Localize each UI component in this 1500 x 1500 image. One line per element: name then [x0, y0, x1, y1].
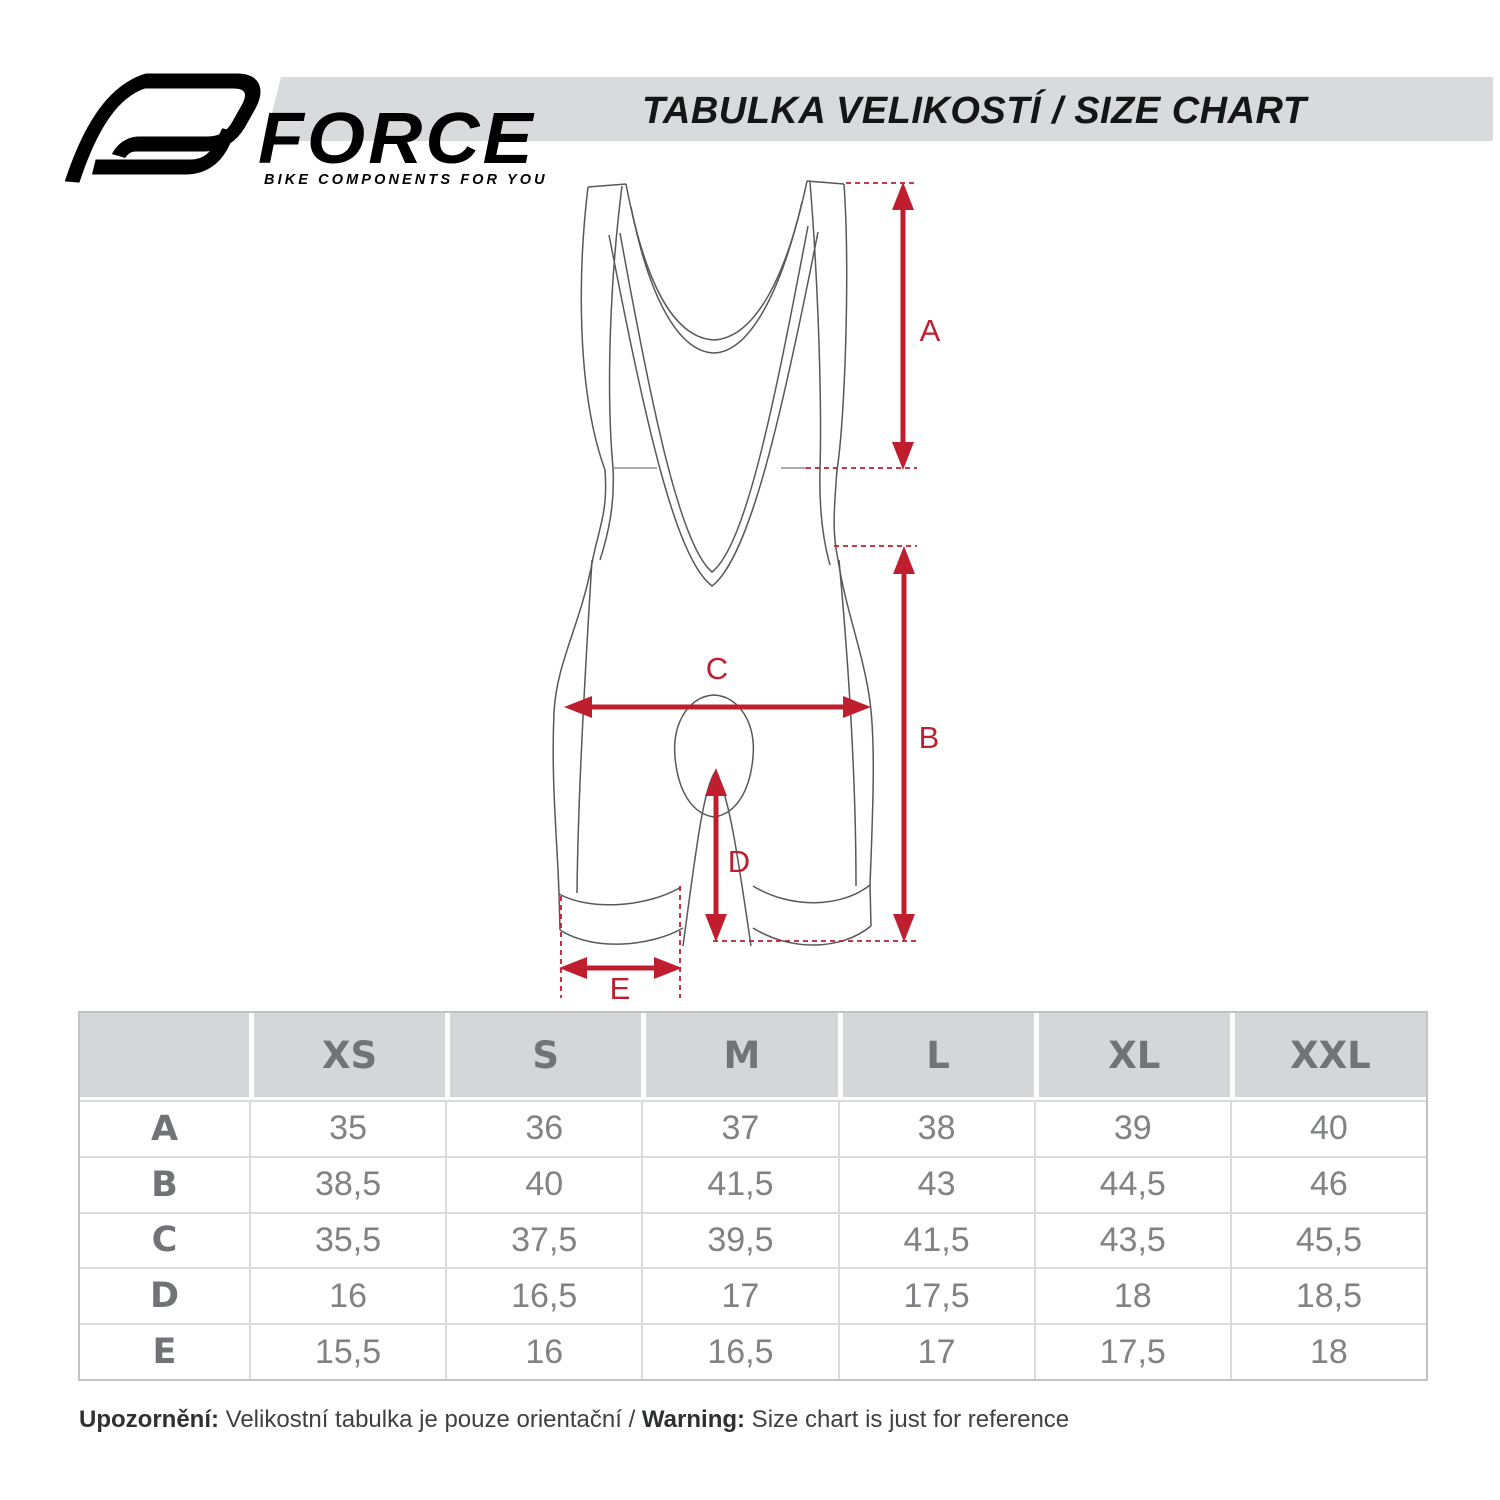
warning-text-en: Size chart is just for reference — [745, 1406, 1070, 1433]
value-a-l: 38 — [837, 1100, 1034, 1156]
value-a-s: 36 — [445, 1100, 642, 1156]
value-b-xs: 38,5 — [249, 1155, 446, 1212]
value-b-m: 41,5 — [641, 1155, 838, 1212]
value-d-xl: 18 — [1033, 1267, 1230, 1324]
value-d-xs: 16 — [249, 1267, 446, 1324]
table-corner-cell — [80, 1013, 249, 1100]
value-b-xl: 44,5 — [1033, 1155, 1230, 1212]
column-header-s: S — [445, 1013, 642, 1100]
value-c-l: 41,5 — [837, 1211, 1034, 1268]
row-label-b: B — [80, 1155, 249, 1212]
force-logo-icon — [64, 73, 261, 183]
row-label-c: C — [80, 1211, 249, 1268]
column-header-xs: XS — [249, 1013, 446, 1100]
measure-arrow-e: E — [559, 886, 682, 1006]
value-a-m: 37 — [641, 1100, 838, 1156]
value-c-xxl: 45,5 — [1229, 1211, 1426, 1268]
warning-label-en: Warning: — [641, 1406, 746, 1433]
value-c-xs: 35,5 — [249, 1211, 446, 1268]
measure-label-d: D — [728, 844, 750, 879]
value-d-xxl: 18,5 — [1229, 1267, 1426, 1324]
brand-tagline: BIKE COMPONENTS FOR YOU — [264, 172, 548, 188]
warning-label-cs: Upozornění: — [79, 1406, 219, 1433]
column-header-xl: XL — [1033, 1013, 1230, 1100]
size-table: XS S M L XL XXL A 35 36 37 38 39 40 B 38… — [78, 1011, 1428, 1381]
value-e-s: 16 — [445, 1323, 642, 1379]
value-b-xxl: 46 — [1229, 1155, 1426, 1212]
value-e-l: 17 — [837, 1323, 1034, 1379]
measure-label-b: B — [919, 720, 940, 755]
value-c-xl: 43,5 — [1033, 1211, 1230, 1268]
value-c-m: 39,5 — [641, 1211, 838, 1268]
value-d-m: 17 — [641, 1267, 838, 1324]
value-b-s: 40 — [445, 1155, 642, 1212]
page-title: TABULKA VELIKOSTÍ / SIZE CHART — [642, 90, 1307, 132]
value-a-xs: 35 — [249, 1100, 446, 1156]
bib-shorts-diagram: A B C D — [552, 180, 941, 1006]
value-a-xl: 39 — [1033, 1100, 1230, 1156]
value-c-s: 37,5 — [445, 1211, 642, 1268]
row-label-e: E — [80, 1323, 249, 1379]
column-header-l: L — [837, 1013, 1034, 1100]
measure-arrow-c: C — [564, 651, 871, 718]
measure-label-e: E — [610, 971, 631, 1006]
measure-arrow-d: D — [705, 768, 750, 942]
measure-arrow-a: A — [806, 182, 941, 470]
value-e-xxl: 18 — [1229, 1323, 1426, 1379]
value-a-xxl: 40 — [1229, 1100, 1426, 1156]
column-header-xxl: XXL — [1229, 1013, 1426, 1100]
value-d-s: 16,5 — [445, 1267, 642, 1324]
measure-arrow-b: B — [713, 545, 940, 942]
header-band — [265, 77, 1493, 141]
value-e-xl: 17,5 — [1033, 1323, 1230, 1379]
value-d-l: 17,5 — [837, 1267, 1034, 1324]
warning-note: Upozornění: Velikostní tabulka je pouze … — [79, 1406, 1069, 1434]
column-header-m: M — [641, 1013, 838, 1100]
brand-name: FORCE — [258, 99, 536, 179]
bib-shorts-outline — [552, 180, 875, 947]
measure-label-a: A — [920, 313, 941, 348]
value-e-xs: 15,5 — [249, 1323, 446, 1379]
warning-text-cs: Velikostní tabulka je pouze orientační / — [218, 1406, 642, 1433]
value-b-l: 43 — [837, 1155, 1034, 1212]
value-e-m: 16,5 — [641, 1323, 838, 1379]
measure-label-c: C — [706, 651, 728, 686]
row-label-d: D — [80, 1267, 249, 1323]
row-label-a: A — [80, 1100, 249, 1156]
